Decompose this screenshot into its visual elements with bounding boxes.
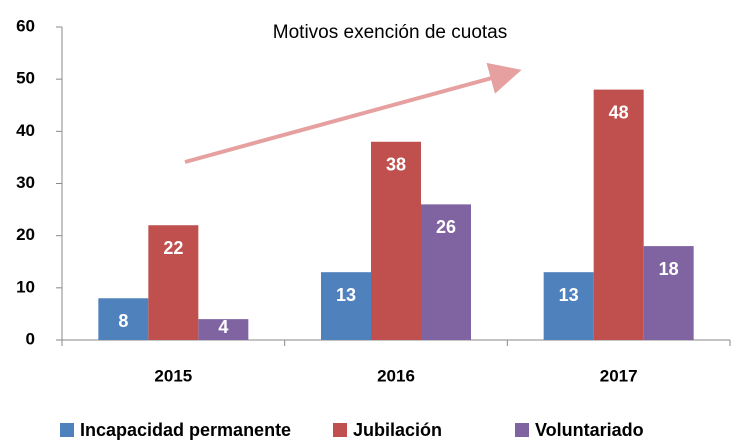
y-tick-label: 60	[16, 16, 35, 35]
y-tick-label: 0	[26, 329, 35, 348]
y-tick-label: 40	[16, 121, 35, 140]
data-label: 13	[336, 285, 356, 305]
bar	[98, 298, 149, 340]
data-label: 18	[659, 259, 679, 279]
x-tick-label: 2015	[154, 366, 192, 385]
bar	[421, 204, 471, 340]
trend-arrow	[184, 62, 522, 164]
data-label: 13	[559, 285, 579, 305]
data-label: 38	[386, 155, 406, 175]
bar	[643, 246, 694, 340]
y-tick-label: 20	[16, 225, 35, 244]
bar	[198, 319, 249, 340]
legend-swatch	[515, 423, 529, 437]
chart-title: Motivos exención de cuotas	[273, 22, 507, 43]
y-tick-label: 10	[16, 277, 35, 296]
y-tick-label: 30	[16, 173, 35, 192]
bar	[321, 272, 371, 340]
legend-label: Jubilación	[353, 420, 442, 440]
legend-swatch	[60, 423, 74, 437]
data-label: 22	[163, 238, 183, 258]
data-label: 48	[609, 102, 629, 122]
bar	[593, 89, 644, 340]
legend-label: Voluntariado	[535, 420, 644, 440]
x-tick-label: 2016	[377, 366, 415, 385]
y-tick-label: 50	[16, 69, 35, 88]
legend-swatch	[333, 423, 347, 437]
data-label: 26	[436, 217, 456, 237]
legend-label: Incapacidad permanente	[80, 420, 291, 440]
data-label: 4	[218, 317, 228, 337]
data-label: 8	[118, 311, 128, 331]
x-tick-label: 2017	[600, 366, 638, 385]
bar	[543, 272, 594, 340]
bar	[148, 225, 199, 340]
bar	[371, 141, 421, 340]
